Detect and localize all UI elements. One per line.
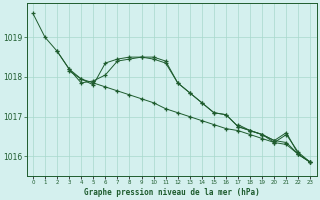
X-axis label: Graphe pression niveau de la mer (hPa): Graphe pression niveau de la mer (hPa) xyxy=(84,188,260,197)
